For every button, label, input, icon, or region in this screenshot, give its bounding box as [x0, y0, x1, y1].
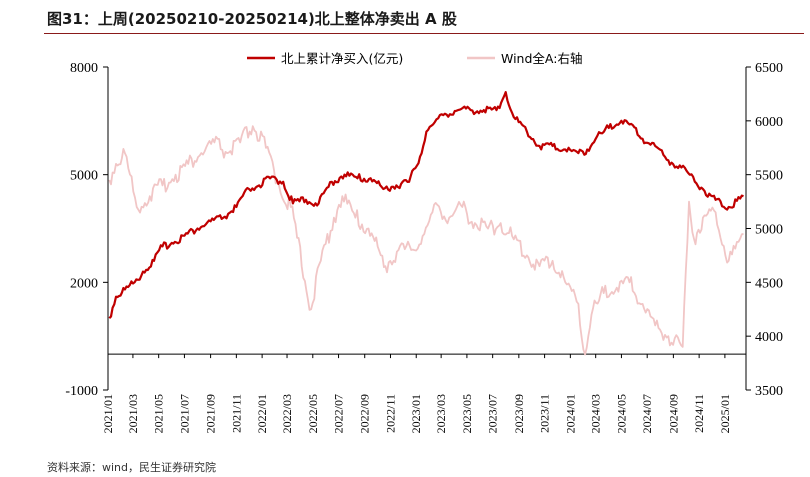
series-line-wind-all-a [108, 125, 744, 356]
x-tick-label: 2023/07 [486, 394, 500, 433]
x-tick-label: 2025/01 [718, 394, 732, 433]
y-right-tick-label: 6500 [755, 61, 783, 76]
title-divider [44, 33, 804, 34]
x-tick-label: 2024/01 [563, 394, 577, 433]
legend: 北上累计净买入(亿元) Wind全A:右轴 [247, 51, 582, 66]
x-tick-label: 2021/07 [177, 394, 191, 433]
y-left-tick-label: 8000 [70, 61, 98, 76]
y-right-tick-label: 6000 [755, 115, 783, 130]
x-tick-label: 2021/09 [204, 394, 218, 433]
x-tick-label: 2021/03 [126, 394, 140, 433]
y-left-tick-label: 5000 [70, 169, 98, 184]
y-right-tick-label: 5000 [755, 223, 783, 238]
x-tick-label: 2022/03 [280, 394, 294, 433]
x-tick-label: 2024/09 [666, 394, 680, 433]
y-right-tick-label: 3500 [755, 384, 783, 399]
y-right-tick-label: 4500 [755, 276, 783, 291]
x-tick-label: 2022/01 [255, 394, 269, 433]
x-tick-label: 2021/01 [101, 394, 115, 433]
legend-label-right-series: Wind全A:右轴 [501, 51, 582, 66]
x-tick-label: 2024/11 [692, 394, 706, 433]
x-tick-label: 2023/05 [460, 394, 474, 433]
x-tick-label: 2024/05 [614, 394, 628, 433]
chart-title: 图31：上周(20250210-20250214)北上整体净卖出 A 股 [47, 10, 457, 28]
y-left-tick-label: 2000 [70, 276, 98, 291]
series-line-northbound-net-buy [108, 91, 744, 319]
y-right-tick-label: 4000 [755, 330, 783, 345]
x-tick-label: 2022/07 [332, 394, 346, 433]
legend-label-left-series: 北上累计净买入(亿元) [281, 51, 403, 66]
x-tick-label: 2024/07 [640, 394, 654, 433]
x-tick-label: 2024/03 [589, 394, 603, 433]
x-tick-label: 2022/05 [306, 394, 320, 433]
x-tick-label: 2022/09 [358, 394, 372, 433]
x-tick-label: 2022/11 [383, 394, 397, 433]
source-note: 资料来源：wind，民生证券研究院 [47, 461, 217, 474]
x-tick-label: 2021/05 [152, 394, 166, 433]
x-tick-label: 2023/11 [538, 394, 552, 433]
y-right-tick-label: 5500 [755, 169, 783, 184]
x-tick-label: 2021/11 [229, 394, 243, 433]
x-tick-label: 2023/03 [434, 394, 448, 433]
y-left-tick-label: -1000 [65, 384, 98, 399]
x-tick-label: 2023/09 [512, 394, 526, 433]
x-tick-label: 2023/01 [409, 394, 423, 433]
